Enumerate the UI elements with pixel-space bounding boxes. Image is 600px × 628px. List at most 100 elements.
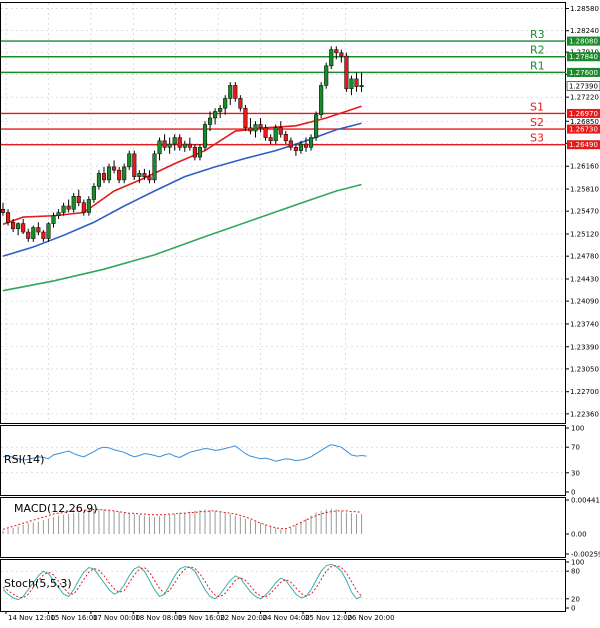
candle xyxy=(288,137,293,151)
candle xyxy=(96,170,102,190)
candle xyxy=(354,72,359,92)
candle-body-down xyxy=(339,52,344,57)
candle xyxy=(36,222,41,236)
level-price-tag xyxy=(567,108,600,118)
candle-body-down xyxy=(162,140,167,148)
candle xyxy=(349,75,354,96)
candle-body-up xyxy=(314,114,319,138)
candle xyxy=(142,168,147,180)
candle xyxy=(208,111,213,132)
candle-body-up xyxy=(213,111,218,119)
stoch-tick-label: 0 xyxy=(571,605,575,613)
candle-body-down xyxy=(258,124,263,129)
price-tick-label: 1.22360 xyxy=(570,410,599,418)
candle-body-down xyxy=(76,195,81,203)
candle xyxy=(46,222,51,242)
candle xyxy=(21,219,26,235)
price-tick-label: 1.23390 xyxy=(570,343,599,351)
candle-body-up xyxy=(197,147,202,158)
candle xyxy=(248,118,253,135)
candle xyxy=(268,134,273,145)
candle xyxy=(41,230,46,242)
price-tick-label: 1.22700 xyxy=(570,388,599,396)
rsi-title: RSI(14) xyxy=(4,453,44,466)
level-label-s2: S2 xyxy=(530,116,544,129)
candle xyxy=(233,82,238,102)
candle xyxy=(223,95,228,115)
time-tick-label: 24 Nov 04:00 xyxy=(263,614,310,622)
candle xyxy=(197,144,202,161)
candle xyxy=(101,166,107,184)
candle xyxy=(182,140,187,152)
candle-body-down xyxy=(283,134,288,142)
candle xyxy=(56,209,61,220)
candle-body-down xyxy=(41,231,46,239)
candle-body-down xyxy=(11,222,16,230)
candle-body-down xyxy=(303,143,309,148)
candle xyxy=(51,212,56,228)
candle xyxy=(152,150,157,184)
candle-body-up xyxy=(71,195,76,210)
candle-body-down xyxy=(26,231,31,239)
candle xyxy=(16,222,21,236)
candle-body-up xyxy=(273,127,278,142)
candle-body-up xyxy=(127,153,132,168)
candle xyxy=(61,202,66,216)
candle xyxy=(66,199,71,213)
candle-body-down xyxy=(66,205,71,210)
candle xyxy=(314,111,319,141)
candle-body-down xyxy=(263,127,268,138)
level-price-tag-text: 1.26490 xyxy=(569,141,598,149)
macd-tick-label: 0.004418 xyxy=(571,497,600,505)
price-tick-label: 1.24430 xyxy=(570,275,599,283)
time-tick-label: 15 Nov 16:00 xyxy=(50,614,97,622)
candle-body-up xyxy=(86,199,91,213)
candle-body-up xyxy=(51,215,56,224)
candle xyxy=(76,189,81,206)
level-label-r2: R2 xyxy=(530,44,545,57)
level-price-tag xyxy=(567,124,600,134)
candle-body-up xyxy=(228,85,233,99)
candle-body-down xyxy=(117,169,122,181)
current-price-tag xyxy=(566,81,600,91)
candle xyxy=(218,104,223,119)
candle-body-up xyxy=(152,153,157,181)
candle-body-up xyxy=(96,173,102,187)
candle xyxy=(309,134,314,151)
candle-body-down xyxy=(187,143,192,148)
macd-tick-label: 0.00 xyxy=(571,531,587,539)
candle-body-down xyxy=(6,212,11,223)
time-tick-label: 14 Nov 12:00 xyxy=(8,614,55,622)
candle-body-up xyxy=(56,212,61,217)
level-label-r3: R3 xyxy=(530,28,545,41)
candle xyxy=(86,196,91,216)
candle xyxy=(253,121,258,138)
candle-body-down xyxy=(243,107,248,129)
candle xyxy=(329,46,334,70)
candle xyxy=(228,82,233,105)
candle-body-down xyxy=(344,55,349,89)
stoch-main-line xyxy=(2,563,362,601)
level-price-tag xyxy=(567,36,600,46)
candle-body-up xyxy=(349,78,354,89)
candle xyxy=(238,95,243,112)
rsi-line xyxy=(2,444,367,462)
candle xyxy=(192,144,197,161)
candle-body-up xyxy=(319,85,324,115)
candle xyxy=(172,134,177,151)
candle-body-down xyxy=(142,173,147,177)
candle-body-up xyxy=(107,166,112,181)
level-price-tag xyxy=(567,52,600,62)
rsi-tick-label: 70 xyxy=(571,444,580,452)
rsi-frame xyxy=(0,425,566,496)
level-price-tag xyxy=(567,67,600,77)
candle xyxy=(187,137,192,151)
candle xyxy=(91,183,96,203)
rsi-panel: 100 70 30 0 RSI(14) xyxy=(0,425,584,497)
level-label-r1: R1 xyxy=(530,59,545,72)
stoch-tick-label: 100 xyxy=(571,559,584,567)
level-label-s1: S1 xyxy=(530,100,544,113)
candle-body-up xyxy=(208,117,213,125)
